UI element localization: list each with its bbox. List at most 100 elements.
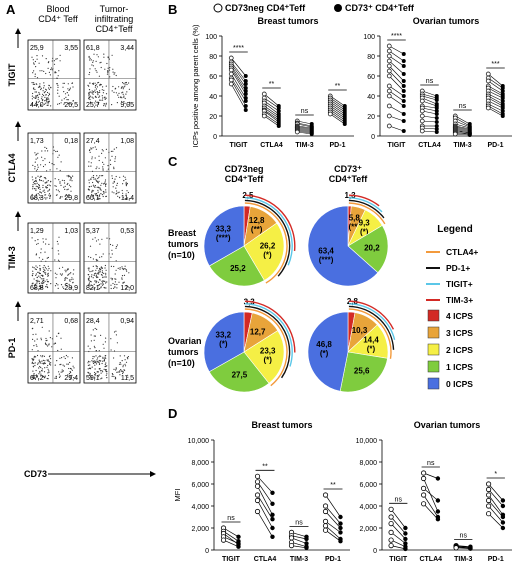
flow-event-dot	[33, 87, 35, 89]
flow-event-dot	[46, 366, 48, 368]
flow-event-dot	[102, 175, 104, 177]
flow-event-dot	[88, 276, 91, 278]
flow-event-dot	[103, 368, 105, 370]
flow-event-dot	[124, 198, 126, 200]
pie-col1-title: CD73neg	[224, 164, 263, 174]
flow-event-dot	[72, 278, 74, 280]
legend-box-label: 3 ICPS	[446, 328, 473, 338]
flow-event-dot	[96, 357, 99, 359]
flow-event-dot	[100, 267, 102, 269]
flow-event-dot	[123, 268, 125, 270]
pair-line	[488, 107, 503, 117]
y-axis-label: ICPs positive among parent cells (%)	[191, 24, 200, 147]
flow-event-dot	[100, 372, 102, 374]
flow-event-dot	[100, 334, 102, 336]
flow-event-dot	[34, 91, 36, 93]
flow-event-dot	[69, 280, 71, 282]
flow-event-dot	[102, 357, 104, 359]
flow-event-dot	[99, 188, 101, 190]
point-cd73pos	[401, 89, 406, 93]
flow-event-dot	[99, 90, 101, 92]
pair-line	[390, 539, 406, 548]
significance-label: **	[269, 81, 275, 88]
x-tick-label: TIM-3	[453, 142, 471, 149]
flow-event-dot	[95, 104, 97, 106]
flow-event-dot	[60, 161, 62, 163]
flow-event-dot	[37, 175, 39, 177]
flow-event-dot	[46, 197, 48, 199]
flow-plot-frame	[27, 39, 81, 111]
flow-event-dot	[35, 194, 38, 196]
y-tick-label: 20	[209, 114, 217, 121]
pair-line	[330, 107, 345, 119]
flow-event-dot	[45, 186, 47, 188]
flow-event-dot	[89, 71, 91, 74]
flow-event-dot	[68, 174, 70, 177]
pair-line	[330, 101, 345, 113]
flow-plot-frame	[83, 312, 137, 384]
flow-event-dot	[67, 188, 69, 190]
y-tick-label: 6,000	[359, 482, 377, 489]
pair-line	[330, 105, 345, 117]
flow-event-dot	[45, 187, 48, 189]
x-tick-label: CTLA4	[254, 556, 277, 563]
flow-event-dot	[49, 358, 52, 360]
flow-event-dot	[44, 251, 46, 253]
flow-q-lr: 29,4	[64, 375, 78, 382]
flow-event-dot	[122, 366, 124, 368]
flow-event-dot	[33, 356, 35, 358]
point-cd73pos	[435, 476, 441, 481]
flow-event-dot	[121, 266, 123, 268]
flow-event-dot	[92, 195, 95, 197]
flow-event-dot	[123, 274, 126, 276]
flow-event-dot	[63, 356, 65, 358]
point-cd73neg	[386, 43, 392, 49]
flow-event-dot	[57, 189, 59, 191]
flow-event-dot	[118, 92, 120, 94]
point-cd73pos	[270, 490, 275, 495]
pie-slice	[307, 205, 379, 287]
flow-event-dot	[95, 194, 97, 196]
point-cd73pos	[401, 112, 406, 116]
flow-event-dot	[34, 60, 37, 63]
flow-event-dot	[43, 363, 45, 365]
point-cd73neg	[420, 501, 427, 507]
pair-line	[455, 117, 470, 127]
flow-event-dot	[121, 97, 123, 99]
legend-box-swatch	[427, 309, 440, 322]
pair-line	[422, 105, 437, 109]
flow-event-dot	[97, 103, 99, 105]
flow-event-dot	[34, 180, 36, 183]
pie-row1-title: (n=10)	[168, 250, 195, 260]
pie-slice-label: (*)	[367, 345, 376, 354]
flow-event-dot	[37, 96, 39, 98]
pair-line	[390, 532, 406, 544]
pie-icp-arc	[348, 197, 383, 213]
flow-event-dot	[60, 371, 62, 373]
point-cd73pos	[304, 541, 309, 546]
flow-event-dot	[54, 272, 57, 274]
flow-event-dot	[44, 100, 46, 102]
flow-event-dot	[72, 281, 74, 283]
flow-event-dot	[91, 270, 93, 272]
flow-event-dot	[125, 183, 127, 186]
flow-event-dot	[32, 365, 34, 367]
flow-q-ur: 0,94	[120, 318, 134, 325]
flow-event-dot	[58, 371, 60, 373]
flow-event-dot	[31, 92, 34, 95]
flow-event-dot	[89, 68, 91, 70]
flow-event-dot	[73, 367, 75, 369]
flow-event-dot	[33, 82, 35, 84]
flow-event-dot	[37, 239, 39, 241]
flow-event-dot	[98, 155, 100, 157]
flow-event-dot	[39, 179, 41, 182]
flow-q-ll: 44,0	[30, 102, 44, 109]
flow-event-dot	[57, 259, 60, 261]
flow-event-dot	[128, 88, 130, 90]
flow-event-dot	[116, 283, 118, 286]
flow-event-dot	[104, 184, 107, 186]
flow-event-dot	[35, 177, 37, 179]
point-cd73pos	[434, 106, 439, 110]
flow-event-dot	[103, 56, 105, 58]
flow-event-dot	[93, 197, 95, 199]
